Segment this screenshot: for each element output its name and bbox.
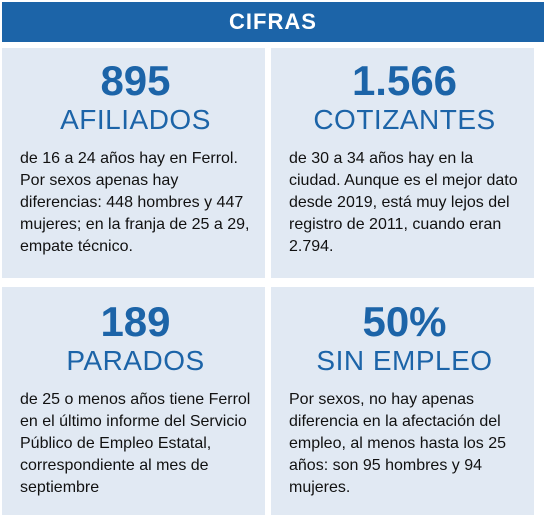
stat-description: de 25 o menos años tiene Ferrol en el úl…	[20, 391, 251, 496]
stat-label: COTIZANTES	[313, 104, 496, 135]
stat-number: 50%	[362, 298, 447, 345]
stat-card-afiliados: 895 AFILIADOS de 16 a 24 años hay en Fer…	[2, 48, 265, 278]
stat-number: 189	[100, 298, 171, 345]
stat-label: AFILIADOS	[60, 104, 211, 135]
stat-number: 895	[100, 57, 171, 104]
stat-card-parados: 189 PARADOS de 25 o menos años tiene Fer…	[2, 287, 265, 515]
stat-description: de 16 a 24 años hay en Ferrol. Por sexos…	[20, 150, 250, 255]
stat-card-cotizantes: 1.566 COTIZANTES de 30 a 34 años hay en …	[271, 48, 534, 278]
stat-label: PARADOS	[66, 345, 205, 376]
stat-card-sin-empleo: 50% SIN EMPLEO Por sexos, no hay apenas …	[271, 287, 534, 515]
header-banner: CIFRAS	[2, 2, 544, 42]
stat-number: 1.566	[351, 57, 458, 104]
header-title: CIFRAS	[229, 9, 317, 34]
stat-label: SIN EMPLEO	[316, 345, 493, 376]
stat-description: Por sexos, no hay apenas diferencia en l…	[289, 391, 507, 496]
stat-description: de 30 a 34 años hay en la ciudad. Aunque…	[289, 150, 518, 255]
